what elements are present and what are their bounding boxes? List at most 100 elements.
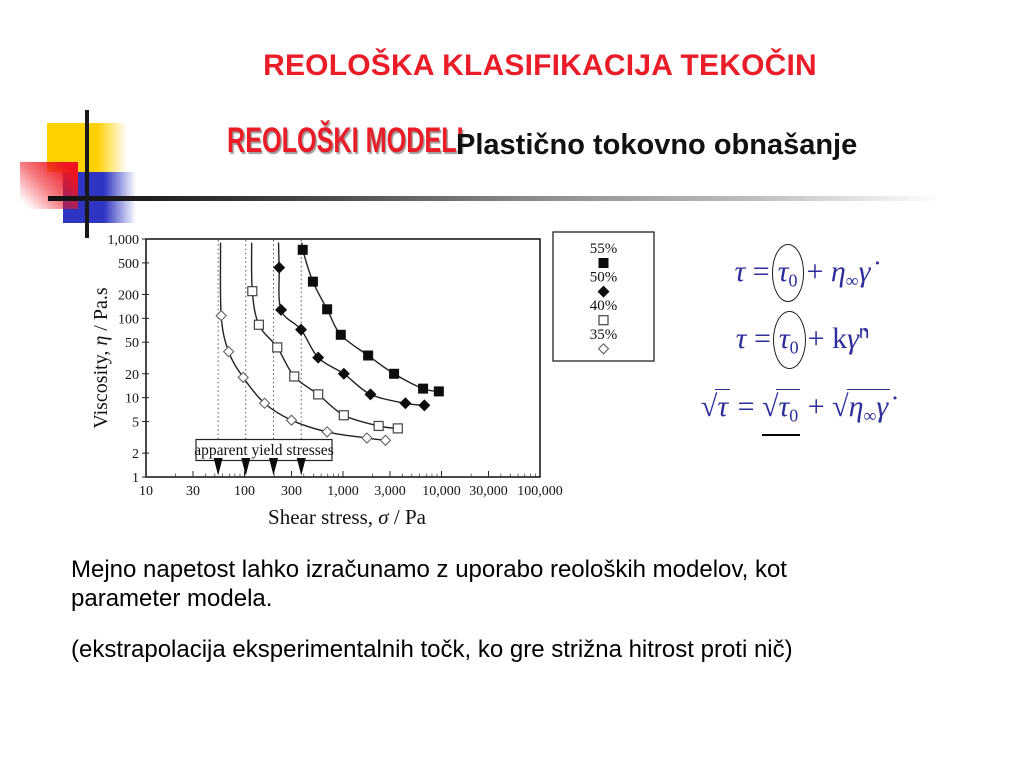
y-tick-label: 5: [132, 416, 139, 431]
y-tick-label: 1: [132, 471, 139, 486]
eq-subscript: 0: [789, 405, 799, 426]
marker-square-filled: [418, 383, 429, 394]
marker-diamond-filled: [273, 261, 286, 274]
body-text-1: Mejno napetost lahko izračunamo z uporab…: [71, 556, 921, 613]
marker-diamond-filled: [399, 397, 412, 410]
plot-frame: [145, 238, 541, 478]
marker-diamond-filled: [312, 351, 325, 364]
yield-annotation-label: apparent yield stresses: [194, 442, 333, 459]
marker-diamond-open: [215, 309, 227, 322]
marker-diamond-open: [285, 414, 298, 426]
legend-label: 35%: [590, 327, 618, 343]
marker-diamond-filled: [597, 285, 610, 298]
eq-term: +: [807, 390, 825, 423]
x-tick-label: 100: [234, 484, 255, 499]
decor-horizontal-rule: [48, 196, 950, 201]
marker-diamond-open: [237, 371, 249, 384]
marker-diamond-open: [258, 397, 271, 410]
slide-title: REOLOŠKA KLASIFIKACIJA TEKOČIN: [263, 49, 817, 82]
slide-subtitle-red: REOLOŠKI MODELI: [227, 121, 464, 160]
marker-square-filled: [598, 258, 609, 268]
marker-diamond-open: [361, 432, 373, 444]
yield-arrow: [213, 458, 223, 476]
marker-diamond-open: [222, 345, 235, 358]
y-axis-title: Viscosity, η / Pa.s: [90, 287, 112, 429]
marker-square-open: [289, 371, 300, 382]
x-tick-label: 100,000: [517, 484, 563, 499]
equation-bingham-model: τ = τ0 + η∞γ̇: [660, 244, 945, 302]
x-tick-label: 3,000: [374, 484, 406, 499]
y-tick-label: 500: [118, 257, 139, 272]
marker-square-open: [338, 410, 349, 421]
legend-label: 40%: [590, 298, 618, 314]
equation-herschel-bulkley-model: τ = τ0 + kγ̇n: [660, 311, 945, 369]
y-tick-label: 10: [125, 392, 139, 407]
decor-red-square: [20, 162, 78, 209]
marker-square-open: [253, 319, 264, 330]
marker-square-open: [598, 315, 609, 326]
x-axis-title: Shear stress, σ / Pa: [268, 505, 427, 529]
x-tick-label: 1,000: [327, 484, 359, 499]
eq-subscript: ∞: [863, 405, 877, 426]
radical-sign: √: [832, 390, 849, 423]
yield-arrow: [296, 458, 306, 476]
eq-term: τ: [777, 255, 789, 288]
underlined-yield-term: √τ0: [761, 388, 801, 436]
y-tick-label: 100: [118, 312, 139, 327]
eq-term: τ: [735, 322, 747, 355]
legend-label: 55%: [590, 241, 618, 257]
circled-yield-stress: τ0: [772, 311, 806, 369]
marker-square-open: [272, 342, 283, 353]
x-tick-label: 300: [281, 484, 302, 499]
marker-square-open: [247, 286, 258, 297]
y-tick-label: 50: [125, 336, 139, 351]
y-tick-label: 20: [125, 368, 139, 383]
marker-square-filled: [433, 386, 444, 397]
eq-term: η: [848, 390, 864, 423]
eq-term: γ̇: [847, 322, 859, 355]
eq-term: =: [752, 255, 770, 288]
marker-square-filled: [363, 350, 374, 361]
radical-sign: √: [700, 390, 718, 423]
radical-sign: √: [761, 390, 779, 423]
x-tick-label: 30: [186, 484, 200, 499]
marker-diamond-open: [597, 343, 610, 355]
body-text-2: (ekstrapolacija eksperimentalnih točk, k…: [71, 636, 793, 663]
eq-subscript: ∞: [845, 270, 859, 291]
equation-casson-model: √τ = √τ0 + √η∞γ̇: [638, 388, 953, 436]
eq-term: η: [830, 255, 846, 288]
y-tick-label: 1,000: [108, 233, 140, 248]
eq-term: =: [737, 390, 755, 423]
marker-square-filled: [389, 368, 400, 379]
slide-subtitle-black: Plastično tokovno obnašanje: [456, 129, 858, 161]
marker-diamond-filled: [364, 388, 377, 401]
body-text-1-line-2: parameter modela.: [71, 584, 273, 612]
marker-square-open: [313, 389, 324, 400]
decor-vertical-line: [85, 110, 89, 238]
marker-diamond-open: [379, 434, 392, 447]
x-tick-label: 10,000: [422, 484, 461, 499]
marker-square-filled: [335, 329, 346, 340]
eq-exponent: n: [858, 320, 870, 342]
eq-term-group: η∞γ̇: [846, 389, 891, 426]
eq-term: τ: [715, 389, 731, 423]
marker-diamond-open: [321, 426, 333, 438]
eq-subscript: 0: [789, 337, 799, 358]
yield-arrow: [241, 458, 251, 476]
marker-square-open: [392, 423, 403, 434]
body-text-1-line-1: Mejno napetost lahko izračunamo z uporab…: [71, 556, 787, 583]
marker-diamond-filled: [295, 323, 308, 336]
eq-term: τ: [734, 255, 746, 288]
marker-diamond-filled: [337, 367, 350, 380]
eq-term: τ: [778, 322, 790, 355]
marker-diamond-filled: [275, 303, 288, 316]
eq-term: k: [832, 322, 848, 355]
eq-term: =: [753, 322, 771, 355]
eq-subscript: 0: [788, 270, 798, 291]
yield-annotation-box: [195, 438, 333, 462]
eq-term: γ̇: [876, 390, 889, 423]
marker-diamond-filled: [418, 399, 431, 412]
marker-square-filled: [307, 276, 318, 287]
